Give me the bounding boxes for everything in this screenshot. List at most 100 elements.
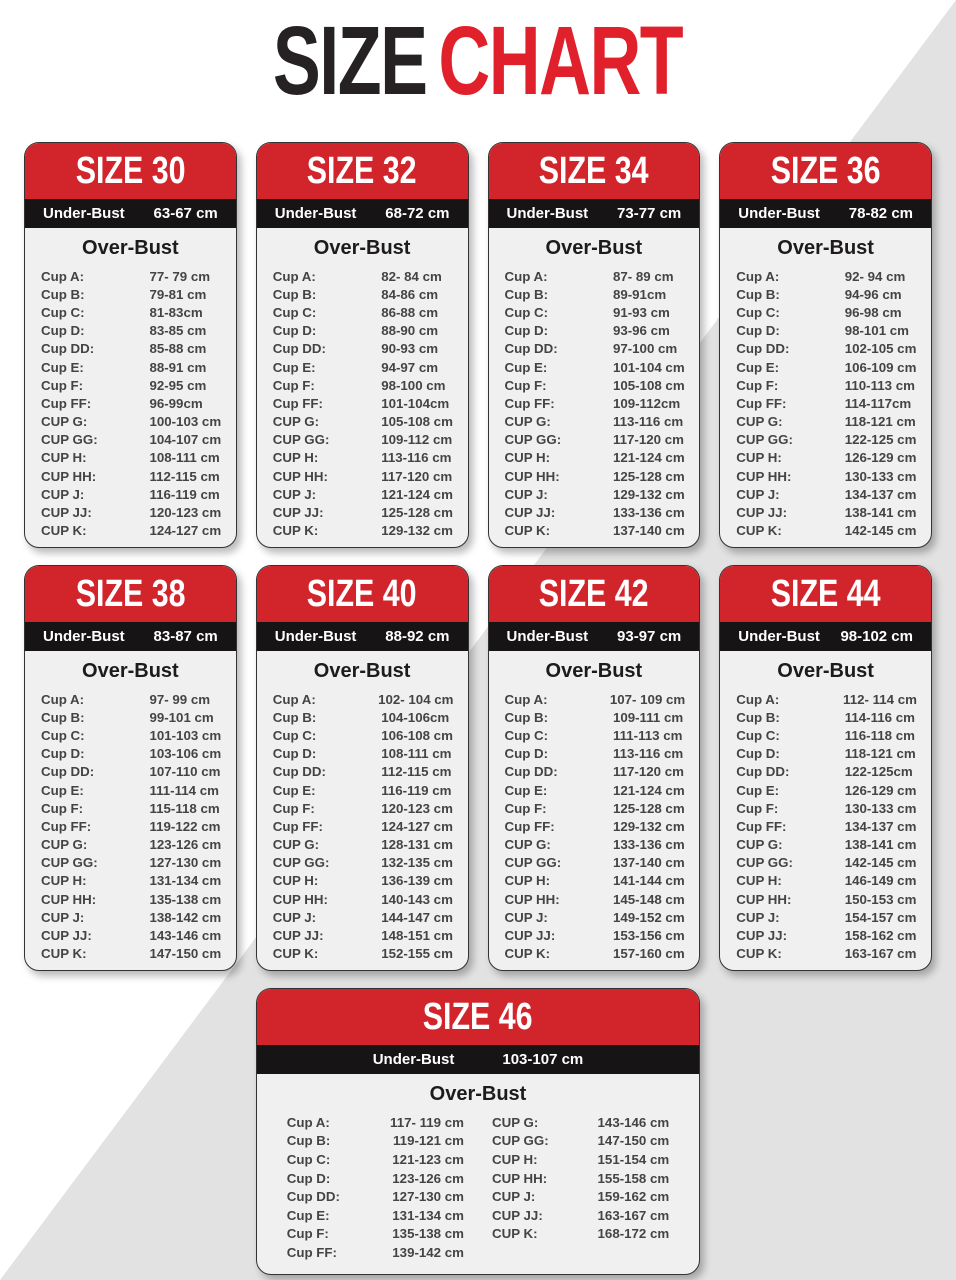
cup-row: CUP JJ: 143-146 cm — [41, 926, 222, 944]
cup-label: Cup DD: — [504, 341, 558, 357]
cup-value: 122-125 cm — [844, 432, 917, 448]
cup-value: 88-91 cm — [149, 359, 207, 375]
size-card-body: Over-Bust Cup A: 92- 94 cm Cup B: 94-96 cm C… — [720, 228, 931, 547]
cup-row: CUP G: 133-136 cm — [505, 836, 686, 854]
cup-row: CUP J: 138-142 cm — [41, 908, 222, 926]
cup-row: CUP HH: 112-115 cm — [41, 467, 222, 485]
cup-row: CUP J: 134-137 cm — [736, 485, 917, 503]
size-card-header: SIZE 30 — [25, 143, 236, 199]
cup-row: CUP H: 136-139 cm — [273, 872, 454, 890]
cup-value: 129-132 cm — [612, 818, 685, 834]
cup-row: Cup E: 111-114 cm — [41, 781, 222, 799]
cup-value: 119-121 cm — [393, 1133, 464, 1149]
cup-label: CUP HH: — [272, 891, 328, 907]
cup-rows: Cup A: 112- 114 cm Cup B: 114-116 cm Cup C: 1… — [720, 688, 931, 970]
under-bust-value: 93-97 cm — [617, 628, 682, 645]
cup-value: 113-116 cm — [612, 746, 684, 762]
title-word-size: SIZE — [273, 6, 428, 115]
cup-rows: Cup A: 117- 119 cm Cup B: 119-121 cm Cup C: 1… — [257, 1111, 700, 1263]
cup-value: 86-88 cm — [381, 304, 439, 320]
cup-row: Cup C: 86-88 cm — [273, 303, 454, 321]
cup-row: Cup F: 98-100 cm — [273, 376, 454, 394]
cup-row: CUP GG: 117-120 cm — [505, 431, 686, 449]
size-card-size-38: SIZE 38 Under-Bust 83-87 cm Over-Bust Cu… — [24, 565, 237, 971]
under-bust-label: Under-Bust — [43, 628, 125, 645]
cup-value: 139-142 cm — [392, 1244, 464, 1260]
size-card-title: SIZE 44 — [770, 572, 881, 615]
cup-value: 158-162 cm — [844, 928, 917, 944]
cup-row: Cup B: 104-106cm — [273, 708, 454, 726]
cup-value: 103-106 cm — [149, 746, 222, 762]
cup-row: Cup B: 99-101 cm — [41, 708, 222, 726]
cup-row: Cup C: 106-108 cm — [273, 726, 454, 744]
cup-row: CUP J: 149-152 cm — [505, 908, 686, 926]
cup-label: CUP JJ: — [736, 928, 787, 944]
cup-value: 121-124 cm — [612, 450, 685, 466]
cup-label: Cup FF: — [736, 818, 787, 834]
cup-value: 138-141 cm — [844, 837, 917, 853]
cup-row: Cup D: 88-90 cm — [273, 322, 454, 340]
cup-row: Cup F: 125-128 cm — [505, 799, 686, 817]
cup-value: 137-140 cm — [612, 855, 685, 871]
cup-row: Cup A: 102- 104 cm — [273, 690, 454, 708]
cup-label: CUP GG: — [736, 432, 793, 448]
cup-label: CUP H: — [41, 450, 87, 466]
cup-value: 126-129 cm — [844, 450, 917, 466]
cup-value: 107-110 cm — [149, 764, 221, 780]
cup-row: Cup D: 113-116 cm — [505, 745, 686, 763]
cup-label: Cup D: — [272, 746, 317, 762]
cup-row: Cup B: 84-86 cm — [273, 285, 454, 303]
cup-row: Cup A: 92- 94 cm — [736, 267, 917, 285]
under-bust-label: Under-Bust — [43, 205, 125, 222]
cup-label: CUP G: — [504, 837, 551, 853]
cup-row: Cup C: 111-113 cm — [505, 726, 686, 744]
cup-value: 137-140 cm — [612, 523, 685, 539]
cup-value: 118-121 cm — [844, 414, 916, 430]
under-bust-bar: Under-Bust 98-102 cm — [720, 622, 931, 651]
cup-value: 149-152 cm — [612, 909, 685, 925]
cup-label: Cup D: — [41, 746, 85, 762]
cup-label: Cup E: — [41, 359, 84, 375]
cup-value: 77- 79 cm — [149, 268, 211, 284]
cup-label: CUP JJ: — [504, 928, 556, 944]
cup-value: 116-119 cm — [381, 782, 452, 798]
cup-row: Cup DD: 97-100 cm — [505, 340, 686, 358]
cup-label: Cup F: — [272, 377, 315, 393]
cup-label: CUP HH: — [492, 1170, 548, 1186]
cup-row: Cup F: 110-113 cm — [736, 376, 917, 394]
cup-row: Cup C: 96-98 cm — [736, 303, 917, 321]
cup-label: Cup A: — [272, 691, 316, 707]
cup-value: 89-91cm — [612, 286, 667, 302]
cup-value: 124-127 cm — [149, 523, 222, 539]
cup-value: 138-141 cm — [844, 505, 917, 521]
cup-row: CUP HH: 155-158 cm — [492, 1169, 669, 1188]
cup-label: CUP JJ: — [736, 505, 787, 521]
cup-value: 144-147 cm — [381, 909, 453, 925]
cup-value: 145-148 cm — [612, 891, 685, 907]
cup-label: Cup B: — [736, 286, 780, 302]
cup-value: 153-156 cm — [612, 928, 685, 944]
cup-row: Cup E: 121-124 cm — [505, 781, 686, 799]
cup-label: CUP H: — [504, 873, 551, 889]
cup-value: 102-105 cm — [844, 341, 917, 357]
cup-row: CUP GG: 109-112 cm — [273, 431, 454, 449]
cup-label: CUP JJ: — [272, 928, 324, 944]
cup-value: 121-123 cm — [392, 1151, 464, 1167]
cup-value: 83-85 cm — [149, 323, 207, 339]
size-card-size-34: SIZE 34 Under-Bust 73-77 cm Over-Bust Cu… — [487, 142, 701, 548]
cup-row: CUP G: 128-131 cm — [273, 836, 454, 854]
cup-label: Cup B: — [41, 286, 85, 302]
cup-value: 101-104 cm — [612, 359, 685, 375]
cup-row: CUP K: 147-150 cm — [41, 945, 222, 963]
cup-row: Cup F: 115-118 cm — [41, 799, 222, 817]
cup-value: 120-123 cm — [381, 800, 453, 816]
cup-label: CUP K: — [736, 523, 782, 539]
cup-value: 127-130 cm — [392, 1189, 464, 1205]
cup-row: CUP G: 138-141 cm — [736, 836, 917, 854]
cup-row: Cup DD: 112-115 cm — [273, 763, 454, 781]
cup-row: CUP K: 163-167 cm — [736, 945, 917, 963]
cup-value: 98-100 cm — [381, 377, 446, 393]
cup-row: Cup FF: 124-127 cm — [273, 817, 454, 835]
size-card-header: SIZE 46 — [256, 989, 700, 1045]
cup-value: 159-162 cm — [597, 1189, 670, 1205]
